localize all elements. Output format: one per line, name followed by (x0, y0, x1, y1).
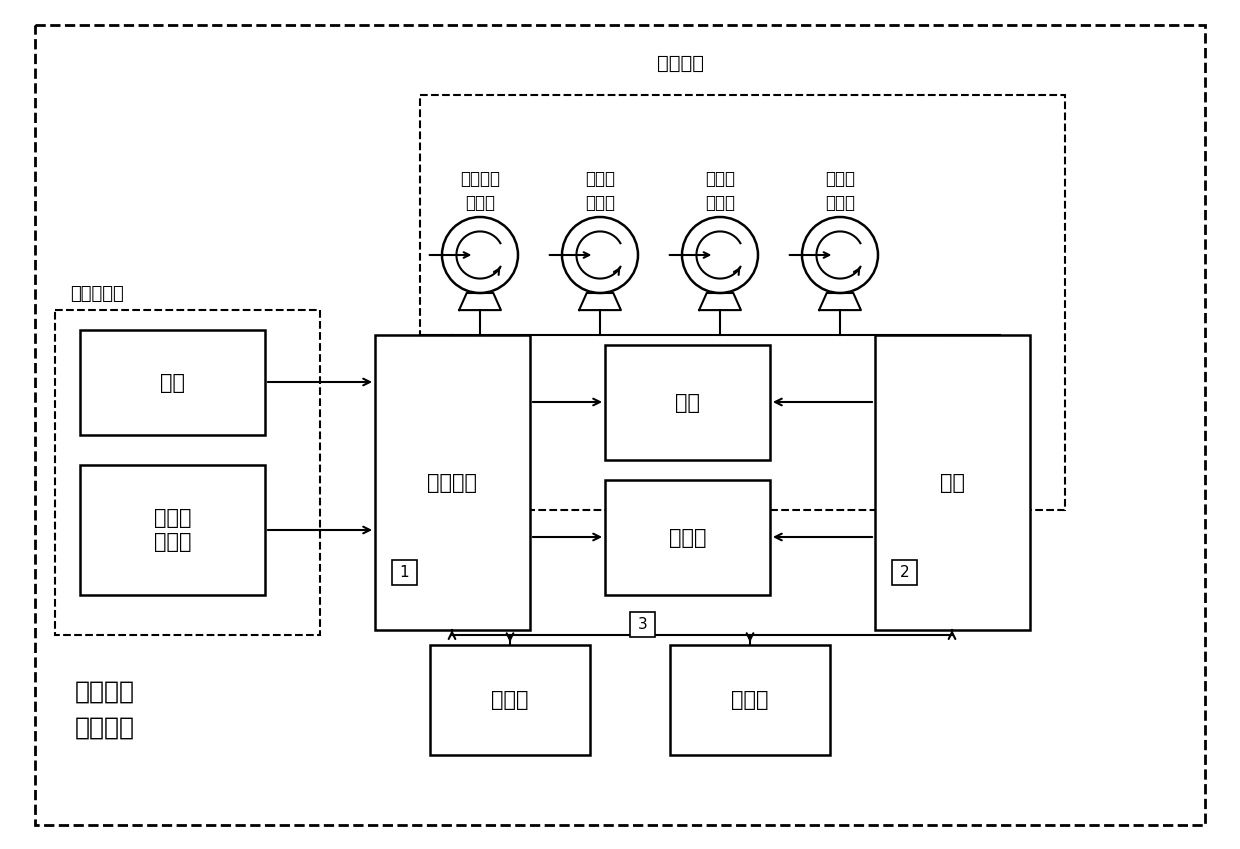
Text: 分布式能源: 分布式能源 (69, 285, 124, 303)
Text: 压缩机: 压缩机 (732, 690, 769, 710)
Text: 储能电池: 储能电池 (428, 473, 477, 492)
Text: 电灯: 电灯 (675, 392, 701, 413)
Bar (81, 465, 265, 595)
Bar (670, 645, 830, 755)
Text: 3: 3 (637, 617, 647, 632)
Bar (605, 345, 770, 460)
Text: 电锅炉: 电锅炉 (668, 527, 707, 548)
Text: 用电设备: 用电设备 (656, 54, 703, 73)
Bar (875, 335, 1030, 630)
Bar (374, 335, 529, 630)
Bar (892, 560, 918, 585)
Bar (392, 560, 417, 585)
Bar (605, 480, 770, 595)
Text: 电锅炉
循环泵: 电锅炉 循环泵 (825, 170, 856, 211)
Text: 控制系统
电气简图: 控制系统 电气简图 (74, 680, 135, 739)
Text: 1: 1 (399, 565, 409, 580)
Text: 热泵热水
循环泵: 热泵热水 循环泵 (460, 170, 500, 211)
Text: 太阳能
集热器: 太阳能 集热器 (154, 509, 191, 552)
Text: 控制柜: 控制柜 (491, 690, 528, 710)
Text: 冷却塔
循环泵: 冷却塔 循环泵 (706, 170, 735, 211)
Text: 太阳能
循环泵: 太阳能 循环泵 (585, 170, 615, 211)
Bar (430, 645, 590, 755)
Bar (55, 310, 320, 635)
Text: 市电: 市电 (940, 473, 965, 492)
Bar (420, 95, 1065, 510)
Text: 热泵: 热泵 (160, 373, 185, 392)
Text: 2: 2 (900, 565, 909, 580)
Bar (630, 612, 655, 637)
Bar (81, 330, 265, 435)
